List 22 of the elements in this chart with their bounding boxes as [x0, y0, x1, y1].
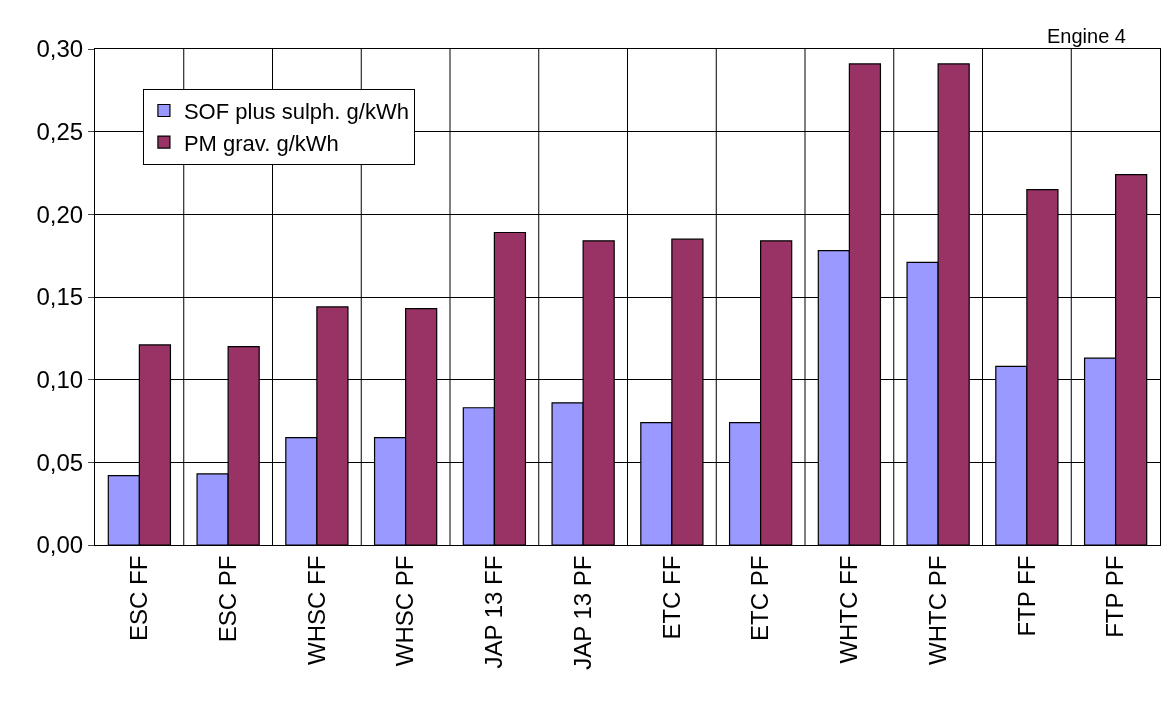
y-tick-label: 0,05	[36, 448, 84, 476]
x-tick-label: JAP 13 FF	[480, 555, 508, 669]
y-tick-label: 0,25	[36, 118, 84, 146]
y-tick-label: 0,00	[36, 531, 84, 559]
legend-label: SOF plus sulph. g/kWh	[183, 99, 409, 125]
y-tick-label: 0,15	[36, 283, 84, 311]
x-tick-label: FTP PF	[1101, 555, 1129, 638]
x-tick-label: JAP 13 PF	[568, 555, 596, 670]
y-tick-label: 0,20	[36, 200, 84, 228]
x-tick-label: FTP FF	[1012, 555, 1040, 637]
x-tick-label: ESC PF	[213, 555, 241, 643]
x-tick-label: WHTC PF	[923, 555, 951, 665]
x-tick-label: WHSC PF	[391, 555, 419, 667]
x-tick-label: ETC PF	[746, 555, 774, 641]
x-tick-label: WHTC FF	[835, 555, 863, 664]
legend-label: PM grav. g/kWh	[183, 130, 339, 156]
y-tick-label: 0,10	[36, 366, 84, 394]
x-tick-label: ESC FF	[125, 555, 153, 641]
y-tick-label: 0,30	[36, 35, 84, 63]
text: Engine 4	[1047, 25, 1126, 47]
x-tick-label: WHSC FF	[302, 555, 330, 665]
x-tick-label: ETC FF	[657, 555, 685, 640]
